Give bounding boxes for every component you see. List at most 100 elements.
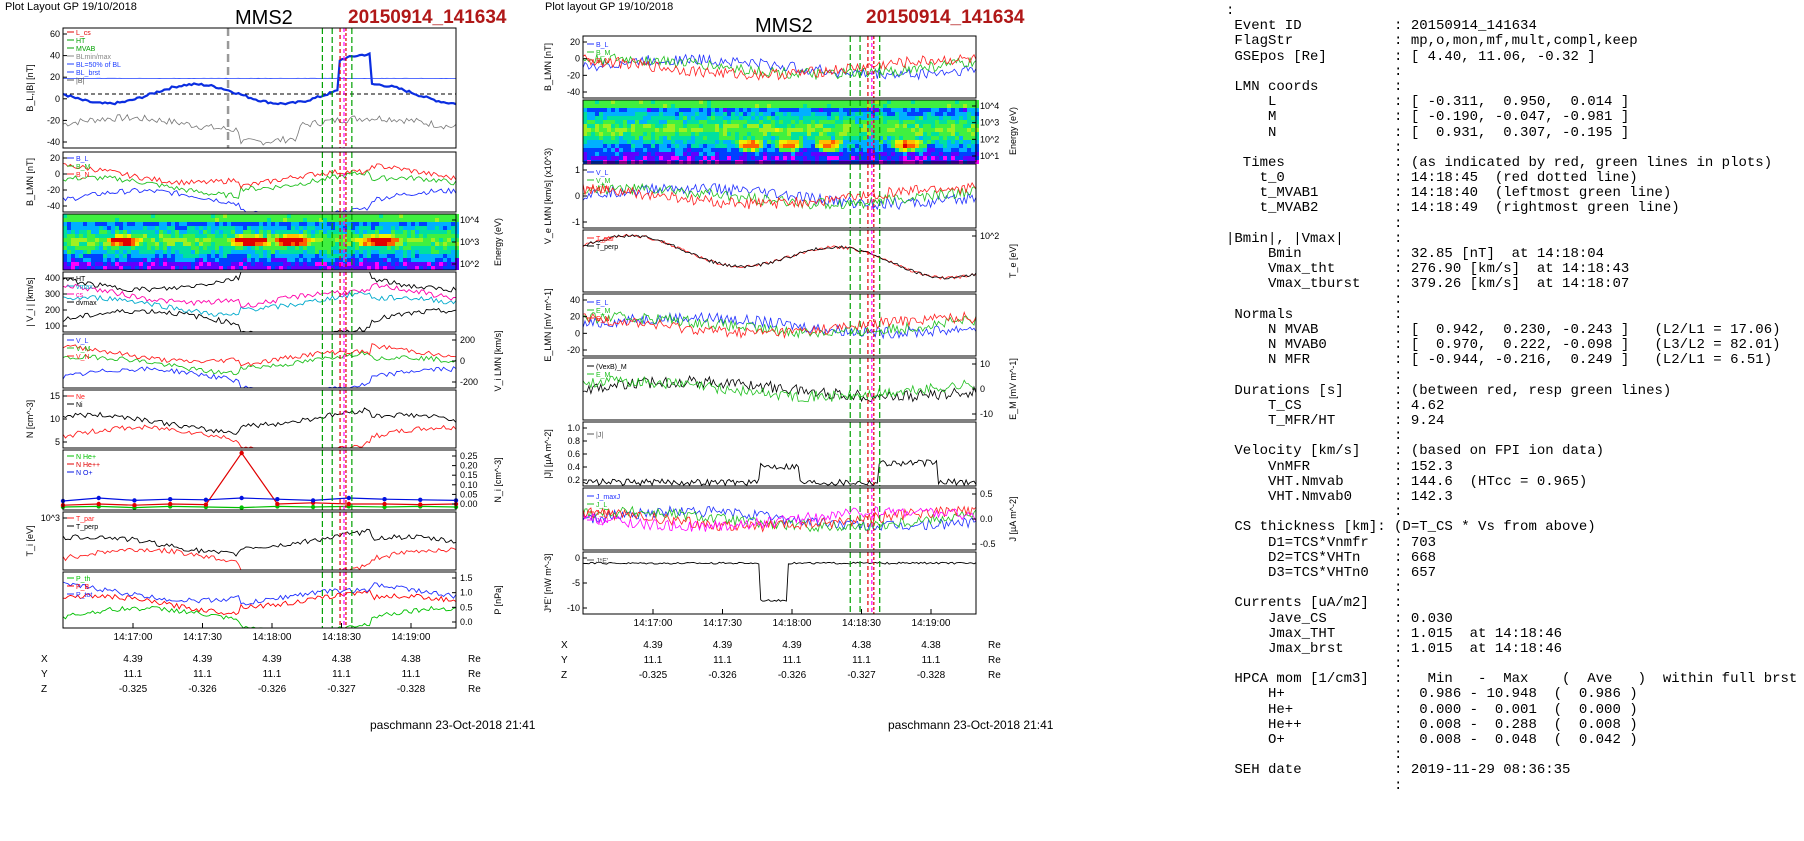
spectrogram-cell <box>763 100 767 104</box>
spectrogram-cell <box>95 250 99 254</box>
spectrogram-cell <box>335 250 339 254</box>
spectrogram-cell <box>371 250 375 254</box>
spectrogram-cell <box>691 104 695 108</box>
spectrogram-cell <box>87 246 91 250</box>
spectrogram-cell <box>855 112 859 116</box>
spectrogram-cell <box>107 254 111 258</box>
spectrogram-cell <box>747 140 751 144</box>
spectrogram-cell <box>775 136 779 140</box>
spectrogram-cell <box>595 104 599 108</box>
spectrogram-cell <box>967 136 971 140</box>
spectrogram-cell <box>251 234 255 238</box>
spectrogram-cell <box>103 262 107 266</box>
spectrogram-cell <box>219 222 223 226</box>
spectrogram-cell <box>411 218 415 222</box>
x-tick-label: 14:17:30 <box>183 632 222 643</box>
spectrogram-cell <box>767 144 771 148</box>
spectrogram-cell <box>339 218 343 222</box>
spectrogram-cell <box>651 152 655 156</box>
spectrogram-cell <box>443 218 447 222</box>
summary-line: VnMFR : 152.3 <box>1226 458 1453 475</box>
spectrogram-cell <box>267 218 271 222</box>
spectrogram-cell <box>187 262 191 266</box>
summary-line: VHT.Nmvab : 144.6 (HTcc = 0.965) <box>1226 473 1588 490</box>
spectrogram-cell <box>75 230 79 234</box>
y-tick-label: -10 <box>980 409 993 419</box>
spectrogram-cell <box>619 132 623 136</box>
spectrogram-cell <box>227 222 231 226</box>
spectrogram-cell <box>651 148 655 152</box>
spectrogram-cell <box>299 230 303 234</box>
spectrogram-cell <box>63 258 67 262</box>
spectrogram-cell <box>727 108 731 112</box>
spectrogram-cell <box>771 128 775 132</box>
spectrogram-cell <box>391 250 395 254</box>
spectrogram-cell <box>959 100 963 104</box>
spectrogram-cell <box>847 136 851 140</box>
spectrogram-cell <box>335 226 339 230</box>
spectrogram-cell <box>891 152 895 156</box>
spectrogram-cell <box>959 136 963 140</box>
y-tick-label: 5 <box>55 437 60 447</box>
spectrogram-cell <box>347 226 351 230</box>
spectrogram-cell <box>935 144 939 148</box>
spectrogram-cell <box>951 148 955 152</box>
spectrogram-cell <box>871 104 875 108</box>
spectrogram-cell <box>959 132 963 136</box>
spectrogram-cell <box>151 222 155 226</box>
spectrogram-cell <box>827 100 831 104</box>
spectrogram-cell <box>719 140 723 144</box>
spectrogram-cell <box>395 214 399 218</box>
spectrogram-cell <box>107 234 111 238</box>
spectrogram-cell <box>723 132 727 136</box>
spectrogram-cell <box>175 266 179 270</box>
spectrogram-cell <box>659 100 663 104</box>
spectrogram-cell <box>687 144 691 148</box>
spectrogram-cell <box>903 148 907 152</box>
spectrogram-cell <box>747 100 751 104</box>
spectrogram-cell <box>687 104 691 108</box>
spectrogram-cell <box>347 230 351 234</box>
spectrogram-cell <box>595 108 599 112</box>
spectrogram-cell <box>663 112 667 116</box>
spectrogram-cell <box>435 266 439 270</box>
spectrogram-cell <box>935 108 939 112</box>
spectrogram-cell <box>775 128 779 132</box>
spectrogram-cell <box>431 226 435 230</box>
spectrogram-cell <box>587 144 591 148</box>
spectrogram-cell <box>711 104 715 108</box>
spectrogram-cell <box>763 108 767 112</box>
legend-entry: N He++ <box>76 462 100 469</box>
spectrogram-cell <box>331 218 335 222</box>
spectrogram-cell <box>603 136 607 140</box>
y-tick-label: -20 <box>567 345 580 355</box>
legend-entry: |B| <box>76 78 84 85</box>
spectrogram-cell <box>407 250 411 254</box>
spectrogram-cell <box>755 104 759 108</box>
spectrogram-cell <box>99 222 103 226</box>
spectrogram-cell <box>703 108 707 112</box>
spectrogram-cell <box>931 124 935 128</box>
spectrogram-cell <box>663 100 667 104</box>
spectrogram-cell <box>339 246 343 250</box>
spectrogram-cell <box>375 258 379 262</box>
spectrogram-cell <box>647 152 651 156</box>
y-tick-label: 0.5 <box>980 489 993 499</box>
spectrogram-cell <box>683 156 687 160</box>
spectrogram-cell <box>363 254 367 258</box>
spectrogram-cell <box>747 152 751 156</box>
spectrogram-cell <box>719 120 723 124</box>
spectrogram-cell <box>243 230 247 234</box>
spectrogram-cell <box>163 230 167 234</box>
spectrogram-cell <box>867 120 871 124</box>
ephemeris-value: 11.1 <box>263 669 282 680</box>
spectrogram-cell <box>215 242 219 246</box>
spectrogram-cell <box>871 148 875 152</box>
spectrogram-cell <box>243 242 247 246</box>
spectrogram-cell <box>323 234 327 238</box>
spectrogram-cell <box>719 156 723 160</box>
spectrogram-cell <box>359 242 363 246</box>
spectrogram-cell <box>279 242 283 246</box>
y-tick-label: 10 <box>980 359 990 369</box>
hpca-point <box>310 504 316 510</box>
